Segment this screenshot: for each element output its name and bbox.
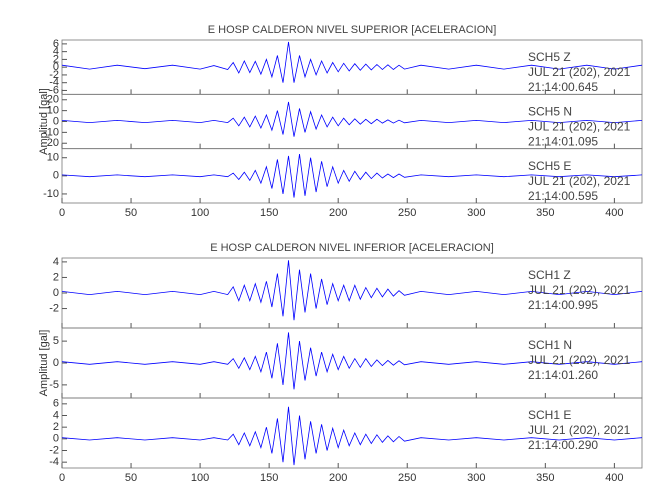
y-tick-label: 4 <box>53 256 59 268</box>
y-tick-label: 0 <box>53 170 59 182</box>
panel-frame <box>61 397 643 469</box>
station-label: SCH5 N <box>528 105 572 119</box>
time-label: 21:14:01.095 <box>528 135 598 149</box>
x-tick-label: 350 <box>536 207 554 219</box>
y-tick-label: 2 <box>53 421 59 433</box>
y-tick-label: -10 <box>43 188 59 200</box>
y-tick-label: 0 <box>53 433 59 445</box>
y-axis-label: Amplitud [gal] <box>38 88 50 155</box>
x-tick-label: 250 <box>398 472 416 484</box>
y-tick-label: -4 <box>49 77 59 89</box>
x-tick-label: 350 <box>536 472 554 484</box>
y-tick-label: 10 <box>47 152 59 164</box>
x-tick-label: 200 <box>329 207 347 219</box>
x-tick-label: 150 <box>260 472 278 484</box>
x-tick-label: 0 <box>59 207 65 219</box>
y-tick-label: 6 <box>53 38 59 50</box>
y-tick-label: -10 <box>43 126 59 138</box>
y-tick-label: 5 <box>53 335 59 347</box>
y-axis-label: Amplitud [gal] <box>38 330 50 397</box>
y-tick-label: 6 <box>53 398 59 410</box>
y-tick-label: -2 <box>49 444 59 456</box>
x-tick-label: 150 <box>260 207 278 219</box>
y-tick-label: 4 <box>53 409 59 421</box>
y-tick-label: 20 <box>47 94 59 106</box>
x-tick-label: 100 <box>191 472 209 484</box>
date-label: JUL 21 (202), 2021 <box>528 353 631 367</box>
y-tick-label: 2 <box>53 53 59 65</box>
chart-title: E HOSP CALDERON NIVEL SUPERIOR [ACELERAC… <box>208 24 497 36</box>
x-tick-label: 300 <box>467 207 485 219</box>
waveform <box>61 332 643 390</box>
station-label: SCH1 Z <box>528 268 571 282</box>
waveform <box>61 154 643 198</box>
y-tick-label: 10 <box>47 105 59 117</box>
x-tick-label: 400 <box>605 472 623 484</box>
date-label: JUL 21 (202), 2021 <box>528 423 631 437</box>
x-tick-label: 300 <box>467 472 485 484</box>
x-tick-label: 200 <box>329 472 347 484</box>
x-tick-label: 250 <box>398 207 416 219</box>
station-label: SCH5 E <box>528 159 571 173</box>
date-label: JUL 21 (202), 2021 <box>528 174 631 188</box>
y-tick-label: -2 <box>49 302 59 314</box>
y-tick-label: -20 <box>43 137 59 149</box>
x-tick-label: 100 <box>191 207 209 219</box>
time-label: 21:14:00.290 <box>528 438 598 452</box>
waveform <box>61 41 643 83</box>
time-label: 21:14:01.260 <box>528 368 598 382</box>
x-tick-label: 50 <box>125 207 137 219</box>
y-tick-label: 0 <box>53 357 59 369</box>
station-label: SCH1 N <box>528 338 572 352</box>
y-tick-label: -2 <box>49 69 59 81</box>
date-label: JUL 21 (202), 2021 <box>528 120 631 134</box>
y-tick-label: 4 <box>53 46 59 58</box>
x-tick-label: 0 <box>59 472 65 484</box>
x-tick-label: 400 <box>605 207 623 219</box>
station-label: SCH5 Z <box>528 50 571 64</box>
chart-title: E HOSP CALDERON NIVEL INFERIOR [ACELERAC… <box>210 242 494 254</box>
waveform <box>61 101 643 137</box>
y-tick-label: 0 <box>53 115 59 127</box>
date-label: JUL 21 (202), 2021 <box>528 283 631 297</box>
date-label: JUL 21 (202), 2021 <box>528 65 631 79</box>
x-tick-label: 50 <box>125 472 137 484</box>
time-label: 21:14:00.995 <box>528 298 598 312</box>
y-tick-label: 2 <box>53 271 59 283</box>
y-tick-label: 0 <box>53 287 59 299</box>
y-tick-label: -4 <box>49 456 59 468</box>
waveform <box>61 260 643 321</box>
station-label: SCH1 E <box>528 408 571 422</box>
y-tick-label: -5 <box>49 379 59 391</box>
y-tick-label: 0 <box>53 61 59 73</box>
time-label: 21:14:00.595 <box>528 189 598 203</box>
y-tick-label: -6 <box>49 84 59 96</box>
waveform <box>61 406 643 466</box>
time-label: 21:14:00.645 <box>528 80 598 94</box>
